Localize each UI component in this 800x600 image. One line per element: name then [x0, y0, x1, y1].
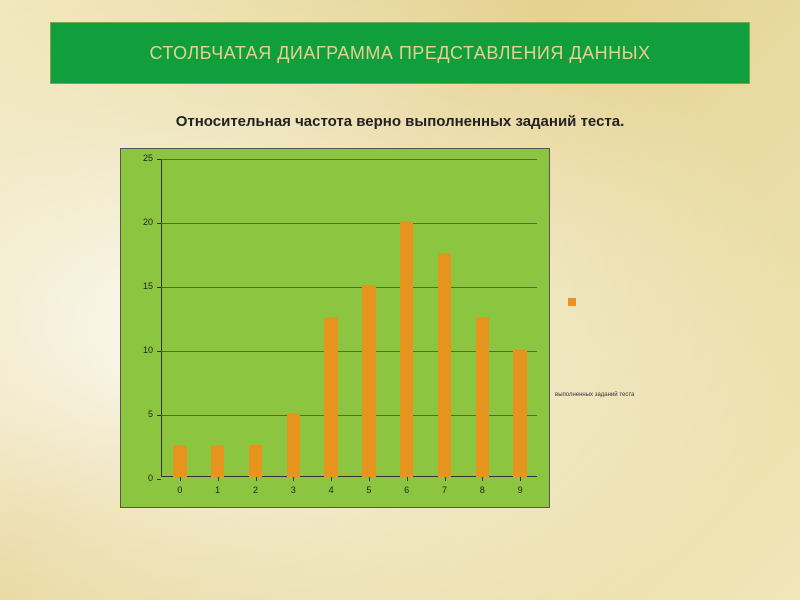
bar — [324, 317, 337, 477]
y-tick — [157, 415, 161, 416]
y-axis-label: 10 — [121, 345, 153, 355]
x-axis-label: 6 — [397, 485, 417, 495]
y-axis-label: 15 — [121, 281, 153, 291]
y-axis-label: 20 — [121, 217, 153, 227]
header-banner: СТОЛБЧАТАЯ ДИАГРАММА ПРЕДСТАВЛЕНИЯ ДАННЫ… — [50, 22, 750, 84]
x-tick — [445, 477, 446, 481]
bar — [438, 253, 451, 477]
bar — [476, 317, 489, 477]
legend-swatch — [568, 298, 576, 306]
legend — [568, 298, 582, 306]
x-axis-label: 7 — [435, 485, 455, 495]
x-tick — [180, 477, 181, 481]
y-tick — [157, 223, 161, 224]
bar — [211, 445, 224, 477]
x-tick — [218, 477, 219, 481]
x-axis-label: 1 — [208, 485, 228, 495]
bar — [173, 445, 186, 477]
y-axis-label: 0 — [121, 473, 153, 483]
page-title: СТОЛБЧАТАЯ ДИАГРАММА ПРЕДСТАВЛЕНИЯ ДАННЫ… — [149, 42, 650, 65]
y-tick — [157, 351, 161, 352]
bar — [362, 285, 375, 477]
x-axis-label: 0 — [170, 485, 190, 495]
bar-chart: 0 5 10 15 20 25 0 1 2 3 4 5 6 7 8 9 — [120, 148, 550, 508]
bar — [249, 445, 262, 477]
x-axis-label: 8 — [472, 485, 492, 495]
x-tick — [482, 477, 483, 481]
x-tick — [369, 477, 370, 481]
y-axis-label: 5 — [121, 409, 153, 419]
y-axis-label: 25 — [121, 153, 153, 163]
x-axis-label: 3 — [283, 485, 303, 495]
bar — [513, 349, 526, 477]
x-axis-label: 9 — [510, 485, 530, 495]
y-tick — [157, 479, 161, 480]
x-axis-label: 5 — [359, 485, 379, 495]
x-tick — [331, 477, 332, 481]
bar — [400, 221, 413, 477]
x-axis-label: 2 — [246, 485, 266, 495]
bars-group — [161, 159, 537, 477]
caption-right: выполненных заданий теста — [555, 392, 634, 398]
x-tick — [293, 477, 294, 481]
x-tick — [407, 477, 408, 481]
x-axis-label: 4 — [321, 485, 341, 495]
chart-subtitle: Относительная частота верно выполненных … — [0, 113, 800, 130]
x-tick — [520, 477, 521, 481]
y-tick — [157, 287, 161, 288]
plot-area — [161, 159, 537, 477]
x-tick — [256, 477, 257, 481]
y-tick — [157, 159, 161, 160]
bar — [287, 413, 300, 477]
